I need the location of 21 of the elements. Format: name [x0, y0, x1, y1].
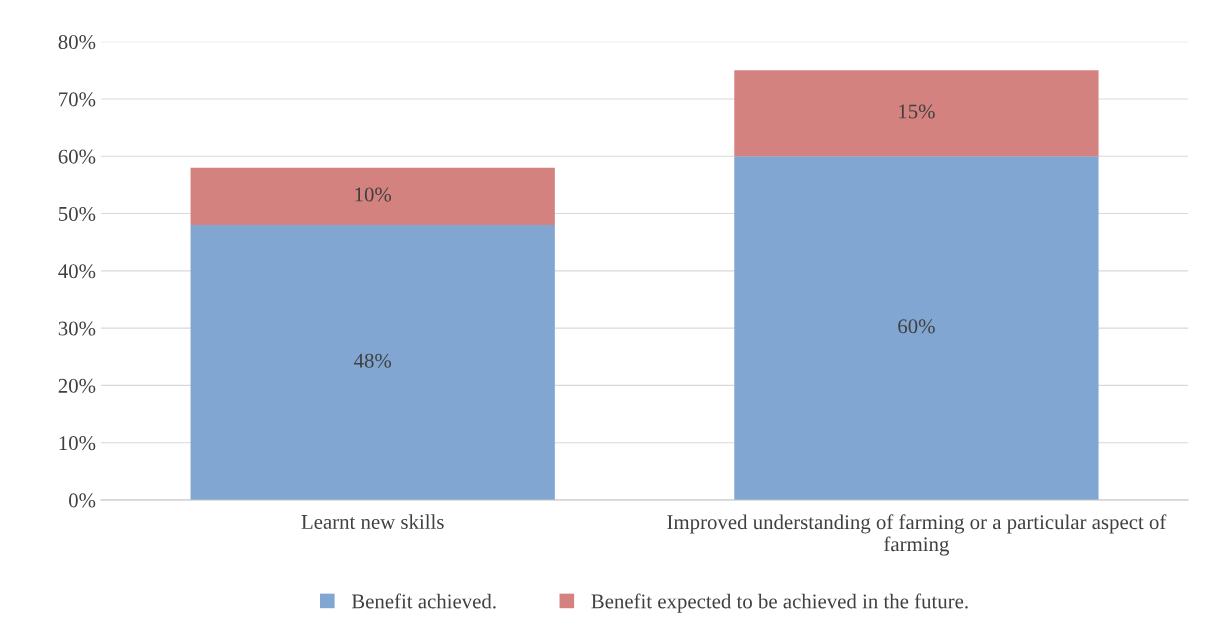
y-tick-label: 70%	[59, 92, 96, 107]
x-tick-label: Learnt new skills	[301, 514, 444, 529]
data-label: 60%	[898, 319, 935, 334]
y-tick-label: 40%	[58, 264, 96, 279]
legend-label: Benefit expected to be achieved in the future.	[591, 593, 968, 613]
y-tick-label: 80%	[58, 35, 96, 50]
legend-label: Benefit achieved.	[351, 593, 496, 609]
y-tick-label: 60%	[58, 149, 96, 164]
data-label: 10%	[355, 187, 392, 202]
x-tick-label: Improved understanding of farming or a particular aspect of farming	[667, 514, 1167, 556]
data-label: 48%	[354, 353, 392, 368]
bar	[190, 167, 555, 225]
bar	[190, 224, 555, 500]
bar	[734, 156, 1099, 500]
y-tick-label: 20%	[58, 378, 96, 393]
y-tick-label: 30%	[58, 321, 96, 336]
data-label: 15%	[899, 104, 935, 119]
y-tick-label: 0%	[69, 493, 96, 508]
bar	[734, 70, 1099, 157]
y-tick-label: 50%	[59, 206, 96, 222]
y-tick-label: 10%	[59, 436, 96, 451]
